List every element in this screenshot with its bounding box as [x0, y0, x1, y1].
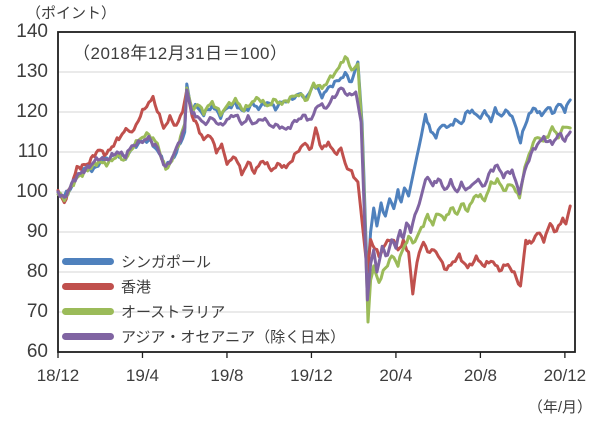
legend-swatch-asia-oceania-ex-japan [62, 333, 114, 340]
y-axis-label-90: 90 [26, 221, 48, 242]
x-axis-label-20-8: 20/8 [463, 366, 497, 385]
x-axis-label-18-12: 18/12 [36, 366, 80, 385]
y-axis-label-130: 130 [16, 61, 48, 82]
series-line-hong-kong [56, 88, 572, 296]
y-axis-label-60: 60 [26, 341, 48, 362]
x-axis-label-19-8: 19/8 [210, 366, 244, 385]
legend-swatch-australia [62, 308, 114, 315]
y-axis-label-100: 100 [16, 181, 48, 202]
legend-swatch-singapore [62, 258, 114, 265]
legend-item-hong-kong: 香港 [62, 275, 151, 298]
series-line-asia-oceania-ex-japan [56, 86, 572, 302]
x-axis-label-19-12: 19/12 [290, 366, 333, 385]
legend-item-australia: オーストラリア [62, 300, 225, 323]
y-axis-label-110: 110 [17, 141, 48, 162]
legend-label-singapore: シンガポール [121, 254, 212, 271]
y-axis-unit-label: （ポイント） [26, 5, 117, 22]
legend-label-australia: オーストラリア [121, 304, 226, 321]
y-axis-label-140: 140 [16, 21, 48, 42]
x-axis-label-20-12: 20/12 [543, 366, 587, 385]
legend-item-asia-oceania-ex-japan: アジア・オセアニア（除く日本） [62, 325, 345, 348]
legend-item-singapore: シンガポール [62, 250, 211, 273]
chart-annotation: （2018年12月31日＝100） [73, 44, 288, 63]
x-axis-unit-label: （年/月） [527, 399, 592, 416]
legend-label-hong-kong: 香港 [121, 279, 152, 296]
y-axis-label-120: 120 [16, 101, 48, 122]
y-axis-label-80: 80 [26, 261, 48, 282]
legend-swatch-hong-kong [62, 283, 114, 290]
x-axis-label-20-4: 20/4 [379, 366, 413, 385]
x-axis-label-19-4: 19/4 [125, 366, 160, 385]
y-axis-label-70: 70 [26, 301, 48, 322]
legend-label-asia-oceania-ex-japan: アジア・オセアニア（除く日本） [121, 329, 346, 346]
